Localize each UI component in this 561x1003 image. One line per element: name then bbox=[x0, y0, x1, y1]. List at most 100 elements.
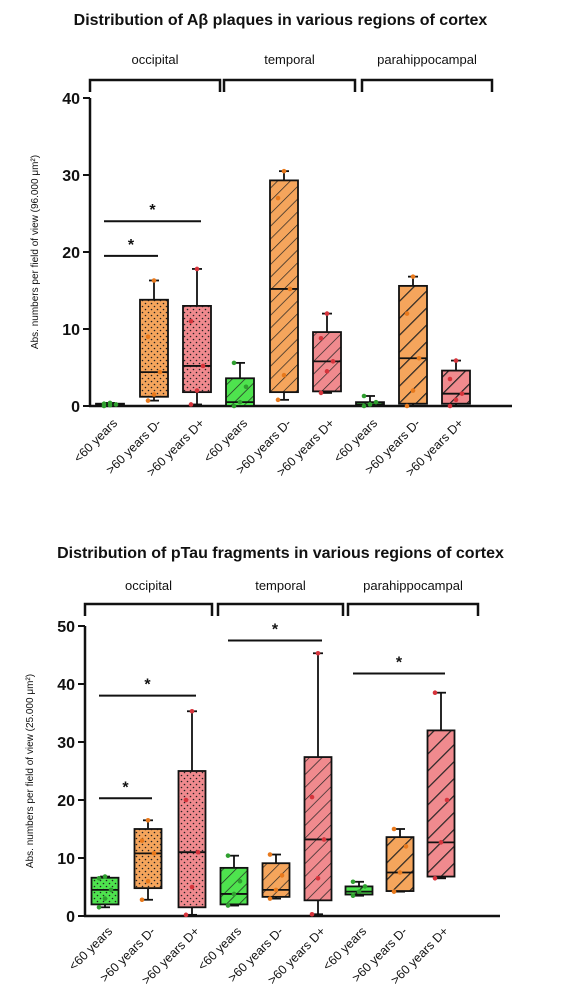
data-point bbox=[318, 335, 324, 341]
data-point bbox=[410, 388, 416, 393]
data-point bbox=[281, 372, 287, 378]
box-occipital-young bbox=[95, 400, 125, 409]
data-point bbox=[183, 912, 189, 918]
data-point bbox=[157, 369, 163, 375]
region-bracket-occipital bbox=[88, 78, 222, 92]
data-point bbox=[145, 398, 151, 403]
y-tick-label: 0 bbox=[66, 909, 75, 926]
data-point bbox=[459, 391, 465, 396]
box-iqr bbox=[177, 770, 207, 909]
box-iqr bbox=[182, 304, 212, 394]
data-point bbox=[324, 369, 330, 374]
abeta-plaques-boxplot: 0 10 20 30 40 Abs. numbers per field of view … bbox=[30, 52, 512, 479]
y-axis-label: Abs. numbers per field of view (25.000 μ… bbox=[25, 674, 36, 868]
region-label-parahippocampal: parahippocampal bbox=[363, 578, 463, 593]
data-point bbox=[194, 388, 200, 393]
y-tick-label: 10 bbox=[62, 322, 80, 339]
y-tick-label: 40 bbox=[57, 677, 75, 694]
data-point bbox=[321, 837, 327, 842]
data-point bbox=[237, 878, 243, 884]
box-iqr bbox=[219, 866, 249, 906]
y-tick-label: 40 bbox=[62, 91, 80, 108]
region-label-parahippocampal: parahippocampal bbox=[377, 52, 477, 67]
data-point bbox=[361, 393, 367, 399]
data-point bbox=[108, 887, 114, 893]
data-point bbox=[102, 874, 108, 879]
chart-1-title: Distribution of Aβ plaques in various re… bbox=[73, 12, 488, 29]
data-point bbox=[107, 400, 113, 406]
box-iqr bbox=[426, 729, 456, 878]
box-occipital-dminus bbox=[133, 818, 163, 903]
y-tick-label: 30 bbox=[62, 168, 80, 185]
region-bracket-parahippocampal bbox=[346, 602, 480, 616]
region-bracket-temporal bbox=[216, 602, 345, 616]
box-temporal-dminus bbox=[261, 852, 291, 901]
box-iqr bbox=[398, 284, 428, 405]
data-point bbox=[188, 402, 194, 407]
box-temporal-dminus bbox=[269, 168, 299, 403]
significance-star: * bbox=[128, 237, 135, 254]
data-point bbox=[287, 286, 293, 292]
data-point bbox=[444, 797, 450, 803]
chart-2-title: Distribution of pTau fragments in variou… bbox=[57, 545, 504, 562]
data-point bbox=[267, 852, 273, 857]
y-tick-label: 0 bbox=[71, 399, 80, 416]
data-point bbox=[397, 870, 403, 875]
box-parahippocampal-dplus bbox=[426, 690, 456, 881]
data-point bbox=[391, 889, 397, 894]
data-point bbox=[309, 794, 315, 800]
data-point bbox=[373, 399, 379, 405]
box-occipital-dplus bbox=[182, 266, 212, 407]
data-point bbox=[453, 397, 459, 403]
data-point bbox=[410, 274, 416, 279]
data-point bbox=[275, 397, 281, 403]
significance-star: * bbox=[122, 779, 129, 796]
data-point bbox=[96, 876, 102, 881]
data-point bbox=[145, 878, 151, 884]
data-point bbox=[102, 896, 108, 901]
region-label-temporal: temporal bbox=[264, 52, 315, 67]
data-point bbox=[267, 896, 273, 901]
data-point bbox=[315, 650, 321, 656]
box-iqr bbox=[139, 298, 169, 398]
box-temporal-dplus bbox=[303, 650, 333, 917]
box-parahippocampal-dminus bbox=[398, 274, 428, 409]
y-tick-label: 20 bbox=[57, 793, 75, 810]
data-point bbox=[275, 195, 281, 201]
data-point bbox=[350, 893, 356, 898]
data-point bbox=[101, 401, 107, 406]
y-tick-label: 10 bbox=[57, 851, 75, 868]
data-point bbox=[113, 402, 119, 407]
data-point bbox=[273, 887, 279, 893]
data-point bbox=[391, 826, 397, 832]
data-point bbox=[416, 355, 422, 361]
box-parahippocampal-young bbox=[344, 879, 374, 898]
data-point bbox=[403, 844, 409, 849]
data-point bbox=[225, 853, 231, 858]
data-point bbox=[279, 873, 285, 878]
data-point bbox=[243, 384, 249, 390]
data-point bbox=[432, 876, 438, 881]
data-point bbox=[151, 278, 157, 283]
data-point bbox=[225, 903, 231, 908]
data-point bbox=[231, 403, 237, 409]
box-temporal-young bbox=[225, 360, 255, 409]
data-point bbox=[145, 334, 151, 340]
data-point bbox=[145, 818, 151, 823]
y-tick-label: 20 bbox=[62, 245, 80, 262]
box-temporal-young bbox=[219, 853, 249, 908]
data-point bbox=[309, 911, 315, 917]
data-point bbox=[432, 690, 438, 695]
box-temporal-dplus bbox=[312, 311, 342, 396]
box-parahippocampal-young bbox=[355, 393, 385, 409]
data-point bbox=[330, 359, 336, 364]
data-point bbox=[404, 311, 410, 316]
data-point bbox=[318, 390, 324, 396]
data-point bbox=[356, 889, 362, 894]
data-point bbox=[151, 851, 157, 856]
data-point bbox=[139, 897, 145, 903]
data-point bbox=[404, 403, 410, 409]
data-point bbox=[362, 884, 368, 889]
region-label-occipital: occipital bbox=[125, 578, 172, 593]
data-point bbox=[447, 376, 453, 382]
